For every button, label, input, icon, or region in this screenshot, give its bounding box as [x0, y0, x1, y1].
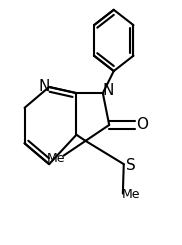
Text: O: O	[136, 117, 148, 133]
Text: Me: Me	[122, 188, 140, 201]
Text: N: N	[103, 83, 114, 98]
Text: Me: Me	[47, 151, 66, 165]
Text: N: N	[39, 79, 50, 95]
Text: S: S	[126, 158, 136, 173]
